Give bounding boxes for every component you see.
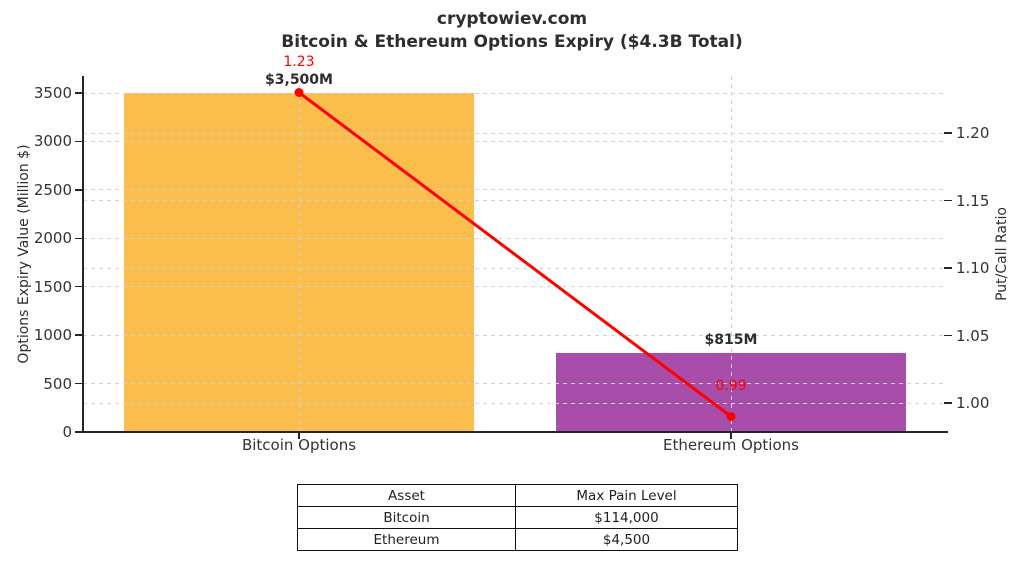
x-tick-ethereum-options <box>730 433 732 439</box>
gridline-bitcoin-options <box>298 76 300 432</box>
left-tick-2000 <box>75 237 83 240</box>
left-tick-1500 <box>75 285 83 288</box>
bar-value-label-bitcoin-options: $3,500M <box>265 72 333 88</box>
table-header-maxpain: Max Pain Level <box>515 484 738 507</box>
max-pain-table: Asset Max Pain Level Bitcoin $114,000 Et… <box>297 484 738 551</box>
left-tick-label-3000: 3000 <box>33 132 72 151</box>
cell-bitcoin-maxpain: $114,000 <box>515 506 738 529</box>
gridline-right-1.05 <box>83 335 947 336</box>
left-tick-2500 <box>75 189 83 191</box>
right-tick-label-1.10: 1.10 <box>956 259 990 277</box>
right-tick-label-1.20: 1.20 <box>956 124 990 142</box>
gridline-left-1500 <box>83 286 947 288</box>
right-tick-1.05 <box>944 334 952 337</box>
left-tick-3000 <box>75 140 83 143</box>
cell-ethereum-asset: Ethereum <box>297 528 516 551</box>
gridline-left-2500 <box>83 189 947 191</box>
gridline-left-3500 <box>83 92 947 94</box>
left-tick-label-2000: 2000 <box>33 229 72 248</box>
ratio-label-ethereum-options: 0.99 <box>715 377 747 394</box>
chart-title: Bitcoin & Ethereum Options Expiry ($4.3B… <box>281 32 743 52</box>
right-tick-1.00 <box>944 402 952 404</box>
right-tick-1.20 <box>944 132 952 134</box>
gridline-left-2000 <box>83 237 947 239</box>
gridline-right-1.00 <box>83 402 947 404</box>
gridline-right-1.15 <box>83 200 947 201</box>
x-tick-label-bitcoin-options: Bitcoin Options <box>241 436 357 454</box>
left-tick-label-1500: 1500 <box>33 277 72 296</box>
gridline-right-1.20 <box>83 132 947 134</box>
table-row-ethereum: Ethereum $4,500 <box>297 528 738 551</box>
table-header-row: Asset Max Pain Level <box>297 484 738 507</box>
right-tick-label-1.05: 1.05 <box>956 326 990 345</box>
left-tick-label-0: 0 <box>62 423 72 441</box>
gridline-left-500 <box>83 383 947 385</box>
cell-bitcoin-asset: Bitcoin <box>297 506 516 529</box>
right-tick-label-1.00: 1.00 <box>956 394 990 412</box>
gridline-left-3000 <box>83 140 947 142</box>
table-row-bitcoin: Bitcoin $114,000 <box>297 506 738 529</box>
x-tick-bitcoin-options <box>298 433 300 439</box>
left-tick-1000 <box>75 334 83 336</box>
left-tick-500 <box>75 382 83 385</box>
right-tick-1.10 <box>944 267 952 269</box>
left-tick-label-2500: 2500 <box>33 180 72 199</box>
cell-ethereum-maxpain: $4,500 <box>515 528 738 551</box>
bar-value-label-ethereum-options: $815M <box>704 332 758 349</box>
x-tick-label-ethereum-options: Ethereum Options <box>663 436 799 454</box>
left-tick-0 <box>75 431 83 433</box>
right-tick-1.15 <box>944 199 952 202</box>
left-axis-spine <box>82 76 84 432</box>
left-tick-label-3500: 3500 <box>33 84 72 102</box>
ratio-label-bitcoin-options: 1.23 <box>283 53 315 70</box>
bottom-axis-spine <box>82 431 948 433</box>
left-tick-label-500: 500 <box>43 374 72 393</box>
left-tick-label-1000: 1000 <box>33 326 72 345</box>
left-tick-3500 <box>75 92 83 94</box>
right-tick-label-1.15: 1.15 <box>956 191 990 210</box>
table-header-asset: Asset <box>297 484 516 507</box>
gridline-right-1.10 <box>83 267 947 269</box>
site-title: cryptowiev.com <box>436 9 588 29</box>
